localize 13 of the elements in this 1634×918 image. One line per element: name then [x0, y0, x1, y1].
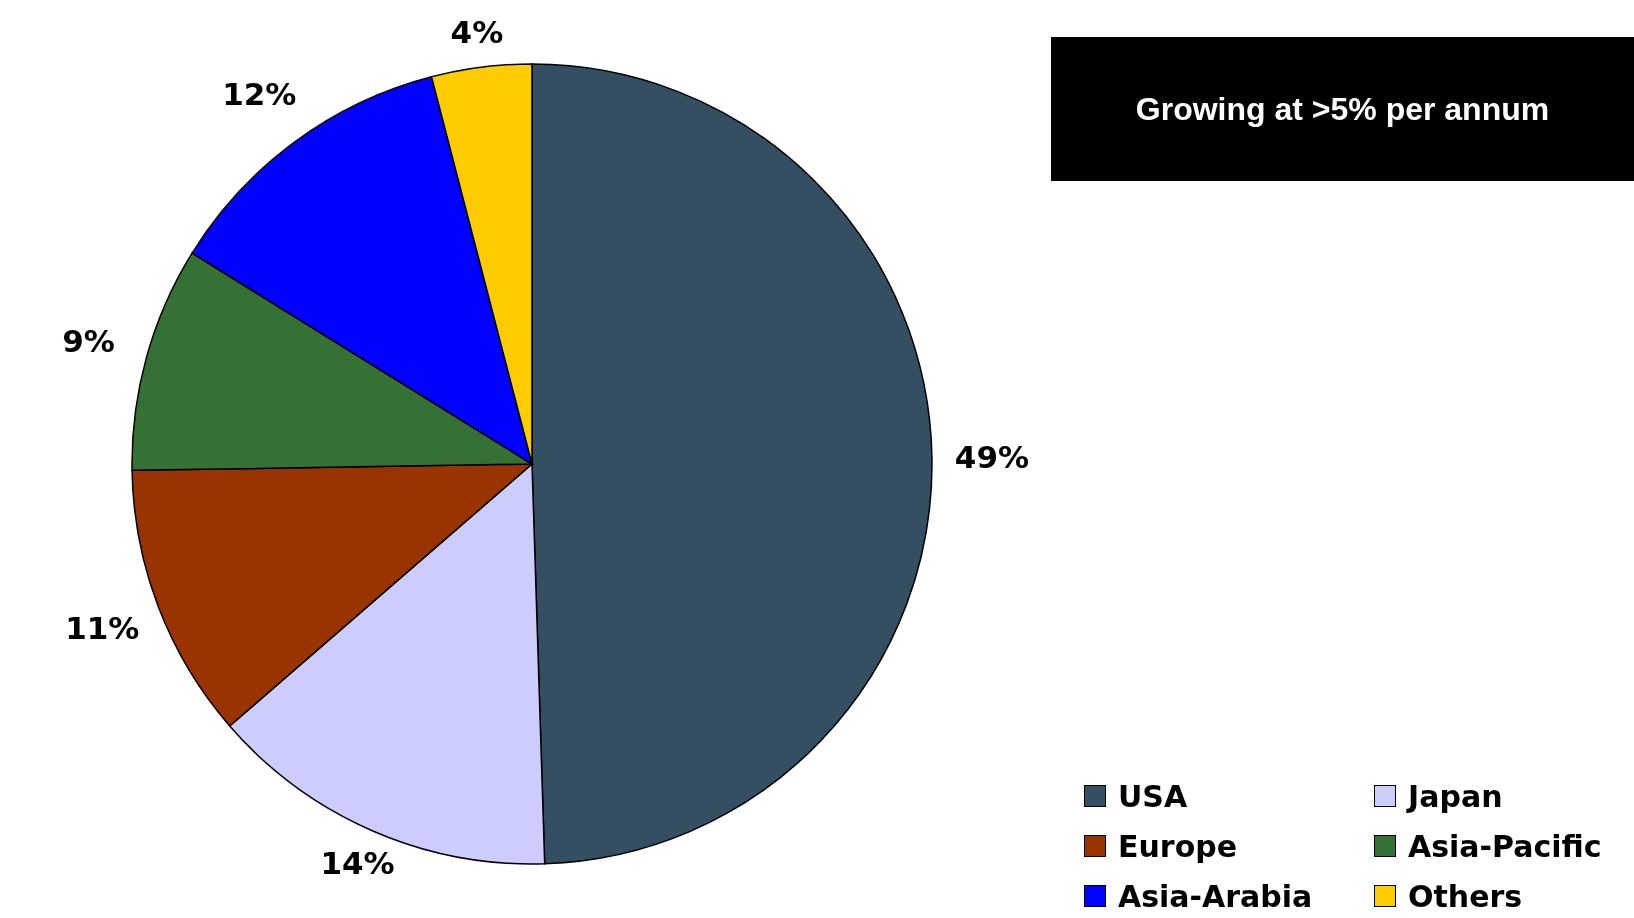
legend-label: Europe	[1118, 828, 1238, 864]
data-label: 14%	[320, 844, 395, 881]
data-label: 12%	[222, 75, 297, 112]
data-label: 9%	[62, 323, 115, 360]
data-label: 49%	[954, 438, 1030, 475]
legend-label: Asia-Pacific	[1408, 828, 1602, 864]
data-label: 4%	[450, 14, 504, 51]
legend-label: Japan	[1408, 778, 1503, 814]
legend-label: USA	[1118, 778, 1188, 814]
legend-label: Asia-Arabia	[1118, 878, 1313, 914]
text: Growing at >5% per annum	[1135, 90, 1550, 128]
legend-label: Others	[1408, 878, 1523, 914]
data-label: 11%	[65, 610, 140, 647]
